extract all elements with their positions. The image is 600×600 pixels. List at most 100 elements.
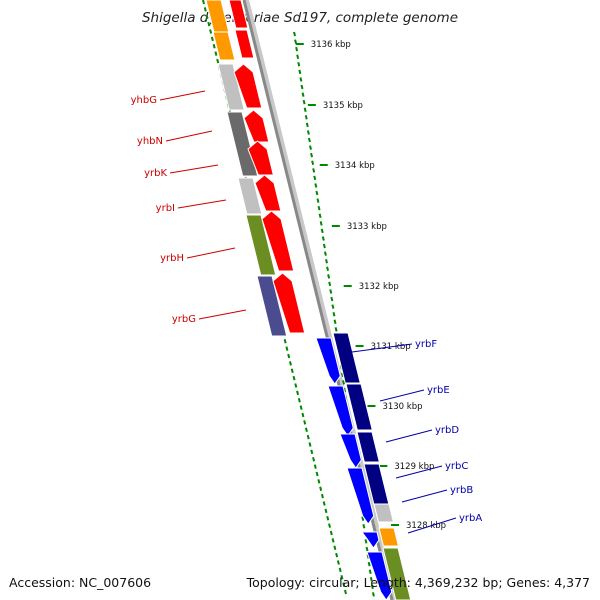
cog-block — [345, 383, 373, 431]
minor-tick — [338, 567, 342, 573]
minor-tick — [297, 398, 301, 403]
gene-label-line — [159, 90, 206, 101]
minor-tick — [322, 501, 326, 506]
tick-label: 3128 kbp — [406, 521, 446, 531]
minor-tick — [304, 427, 308, 432]
minor-tick — [290, 368, 294, 373]
cog-block — [332, 332, 361, 384]
minor-tick — [326, 266, 330, 272]
gene-label-yrbd: yrbD — [435, 425, 459, 436]
minor-tick — [209, 29, 213, 34]
minor-tick — [314, 183, 318, 188]
minor-tick — [318, 213, 322, 219]
reverse-gene-arrow — [366, 551, 393, 600]
forward-gene-arrow — [272, 272, 306, 334]
minor-tick — [326, 516, 330, 521]
minor-tick — [319, 221, 323, 226]
gene-label-line — [169, 164, 219, 174]
minor-tick — [342, 380, 346, 385]
gene-label-yrbg: yrbG — [172, 314, 196, 325]
tick-label: 3134 kbp — [335, 161, 375, 171]
forward-gene-arrow — [247, 140, 274, 176]
reverse-gene-arrow — [327, 385, 354, 437]
forward-gene-block — [228, 0, 249, 29]
cog-block — [245, 214, 277, 276]
gene-label-yrbb: yrbB — [450, 485, 473, 496]
minor-tick — [313, 175, 317, 181]
minor-tick — [307, 137, 311, 143]
minor-tick — [325, 258, 328, 264]
minor-tick — [207, 21, 211, 27]
gene-label-line — [385, 429, 433, 443]
minor-tick — [315, 190, 319, 196]
minor-tick — [299, 405, 303, 410]
gene-label-yrbe: yrbE — [427, 385, 450, 396]
minor-tick — [294, 39, 298, 44]
minor-tick — [342, 582, 346, 587]
minor-tick — [293, 31, 296, 37]
gene-label-line — [379, 389, 425, 402]
cog-block — [356, 431, 380, 463]
minor-tick — [320, 228, 324, 234]
minor-tick — [320, 493, 324, 499]
cog-block — [382, 547, 412, 600]
minor-tick — [334, 327, 338, 332]
minor-tick — [361, 516, 365, 521]
minor-tick — [306, 434, 310, 440]
forward-gene-block — [234, 29, 255, 59]
forward-gene-arrow — [261, 210, 295, 272]
minor-tick — [285, 346, 289, 351]
forward-gene-arrow — [254, 174, 282, 212]
gene-label-line — [165, 130, 213, 142]
minor-tick — [333, 545, 337, 550]
tick-label: 3136 kbp — [311, 40, 351, 50]
minor-tick — [343, 387, 347, 393]
cog-block — [378, 527, 400, 547]
minor-tick — [317, 479, 321, 484]
tick-label: 3135 kbp — [323, 101, 363, 111]
cog-block — [373, 503, 395, 523]
gene-label-yrbh: yrbH — [160, 253, 184, 264]
minor-tick — [203, 7, 207, 12]
accession-text: Accession: NC_007606 — [9, 575, 152, 590]
gene-label-yhbn: yhbN — [137, 136, 163, 147]
reverse-gene-arrow — [361, 531, 380, 549]
minor-tick — [331, 538, 335, 543]
minor-tick — [321, 236, 325, 241]
minor-tick — [300, 84, 304, 90]
minor-tick — [329, 530, 333, 536]
minor-tick — [341, 372, 344, 378]
minor-tick — [295, 46, 299, 52]
minor-tick — [312, 457, 316, 462]
gene-label-line — [177, 199, 227, 209]
minor-tick — [202, 0, 205, 5]
minor-tick — [296, 390, 300, 396]
reverse-gene-arrow — [339, 433, 362, 469]
minor-tick — [317, 205, 321, 211]
minor-tick — [340, 575, 344, 580]
minor-tick — [309, 145, 312, 150]
gene-label-yrbk: yrbK — [144, 168, 167, 179]
minor-tick — [214, 51, 218, 56]
minor-tick — [368, 569, 372, 574]
gene-label-line — [401, 489, 448, 503]
tick-label: 3130 kbp — [382, 402, 422, 412]
genome-summary-text: Topology: circular; Length: 4,369,232 bp… — [246, 575, 590, 590]
minor-tick — [298, 69, 302, 75]
minor-tick — [319, 486, 323, 491]
forward-gene-arrow — [233, 63, 263, 109]
minor-tick — [216, 58, 220, 64]
minor-tick — [210, 36, 214, 42]
minor-tick — [328, 281, 332, 287]
minor-tick — [330, 296, 334, 302]
gene-label-yrbc: yrbC — [445, 461, 468, 472]
gene-label-line — [395, 465, 443, 479]
minor-tick — [287, 353, 291, 359]
minor-tick — [299, 77, 303, 82]
minor-tick — [367, 561, 371, 567]
minor-tick — [311, 160, 315, 165]
minor-tick — [369, 577, 373, 582]
minor-tick — [310, 449, 314, 455]
minor-tick — [335, 552, 339, 558]
